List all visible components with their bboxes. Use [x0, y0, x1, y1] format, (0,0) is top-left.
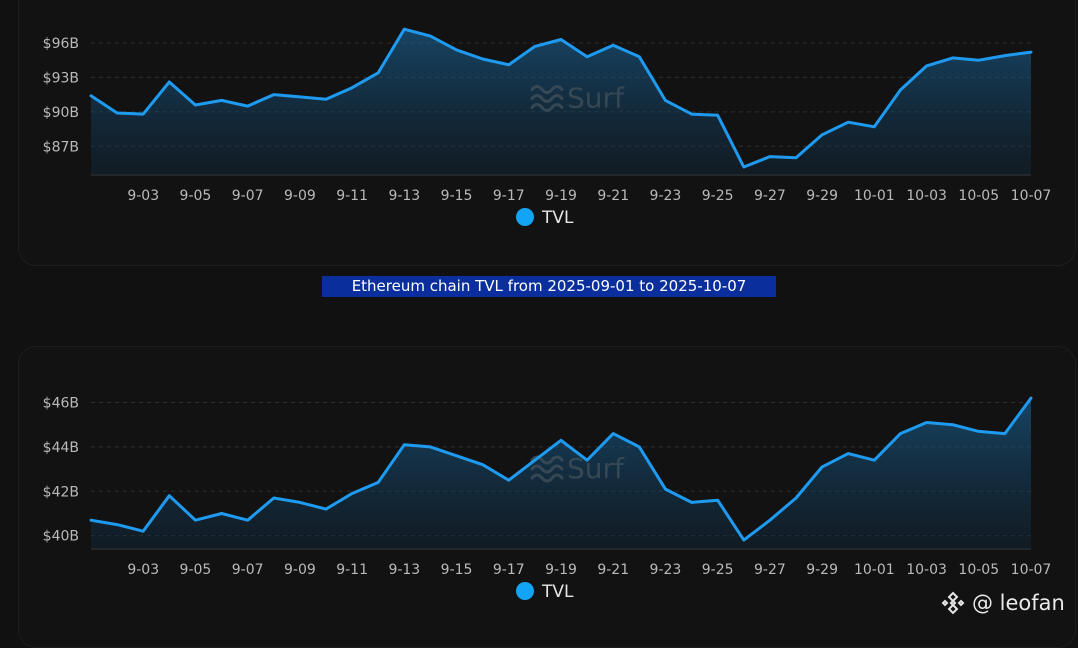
y-tick-label: $93B — [43, 70, 79, 86]
legend-marker — [516, 582, 534, 600]
x-tick-label: 9-15 — [441, 562, 473, 578]
x-tick-label: 9-15 — [441, 188, 473, 204]
x-tick-label: 9-29 — [806, 562, 838, 578]
y-tick-label: $96B — [43, 36, 79, 52]
x-tick-label: 9-11 — [336, 562, 368, 578]
tvl-chart-bottom: $40B $42B $44B $46B 9-03 9-05 9-07 9-09 9-11 9-13… — [43, 396, 1052, 602]
surf-watermark: Surf — [530, 82, 625, 115]
x-tick-label: 9-27 — [754, 188, 786, 204]
x-tick-label: 10-07 — [1011, 562, 1052, 578]
tvl-chart-top: $87B $90B $93B $96B 9-03 9-05 9-07 9-09 9-11 9-13… — [43, 27, 1052, 228]
y-tick-label: $90B — [43, 105, 79, 121]
x-tick-label: 9-23 — [650, 562, 682, 578]
x-tick-label: 9-03 — [127, 188, 159, 204]
author-credit: @ leofan — [940, 590, 1065, 616]
x-tick-label: 10-01 — [854, 562, 895, 578]
series-line — [89, 27, 1033, 169]
credit-handle: @ leofan — [972, 591, 1065, 615]
chart-caption: Ethereum chain TVL from 2025-09-01 to 20… — [322, 276, 776, 297]
x-tick-label: 9-25 — [702, 188, 734, 204]
watermark-text: Surf — [567, 452, 625, 485]
x-tick-label: 9-13 — [388, 188, 420, 204]
series-area — [91, 29, 1031, 176]
watermark-text: Surf — [567, 82, 625, 115]
x-tick-label: 9-07 — [232, 562, 264, 578]
x-tick-label: 10-01 — [854, 188, 895, 204]
surf-logo-icon — [530, 85, 564, 112]
x-tick-label: 9-05 — [180, 562, 212, 578]
legend: TVL — [516, 208, 574, 228]
x-tick-label: 9-25 — [702, 562, 734, 578]
x-tick-label: 10-05 — [958, 562, 999, 578]
x-tick-label: 10-07 — [1011, 188, 1052, 204]
x-tick-label: 9-21 — [597, 188, 629, 204]
x-tick-label: 9-05 — [180, 188, 212, 204]
x-tick-label: 9-03 — [127, 562, 159, 578]
x-tick-label: 9-17 — [493, 188, 525, 204]
y-tick-label: $87B — [43, 139, 79, 155]
x-tick-label: 10-05 — [958, 188, 999, 204]
x-tick-label: 9-27 — [754, 562, 786, 578]
x-tick-label: 9-07 — [232, 188, 264, 204]
x-tick-label: 10-03 — [906, 188, 947, 204]
series-area — [91, 398, 1031, 549]
y-tick-label: $40B — [43, 529, 79, 545]
legend-label: TVL — [541, 208, 574, 228]
x-tick-label: 10-03 — [906, 562, 947, 578]
x-tick-label: 9-21 — [597, 562, 629, 578]
x-tick-label: 9-19 — [545, 562, 577, 578]
x-tick-label: 9-19 — [545, 188, 577, 204]
x-tick-label: 9-09 — [284, 562, 316, 578]
y-tick-label: $44B — [43, 440, 79, 456]
binance-logo-icon — [941, 591, 965, 615]
x-tick-label: 9-23 — [650, 188, 682, 204]
x-tick-label: 9-09 — [284, 188, 316, 204]
legend-label: TVL — [541, 582, 574, 602]
x-tick-label: 9-17 — [493, 562, 525, 578]
surf-watermark: Surf — [530, 452, 625, 485]
x-tick-label: 9-11 — [336, 188, 368, 204]
y-tick-label: $46B — [43, 396, 79, 412]
x-tick-label: 9-29 — [806, 188, 838, 204]
series-line — [89, 396, 1033, 542]
y-tick-label: $42B — [43, 484, 79, 500]
legend-marker — [516, 208, 534, 226]
legend: TVL — [516, 582, 574, 602]
x-tick-label: 9-13 — [388, 562, 420, 578]
